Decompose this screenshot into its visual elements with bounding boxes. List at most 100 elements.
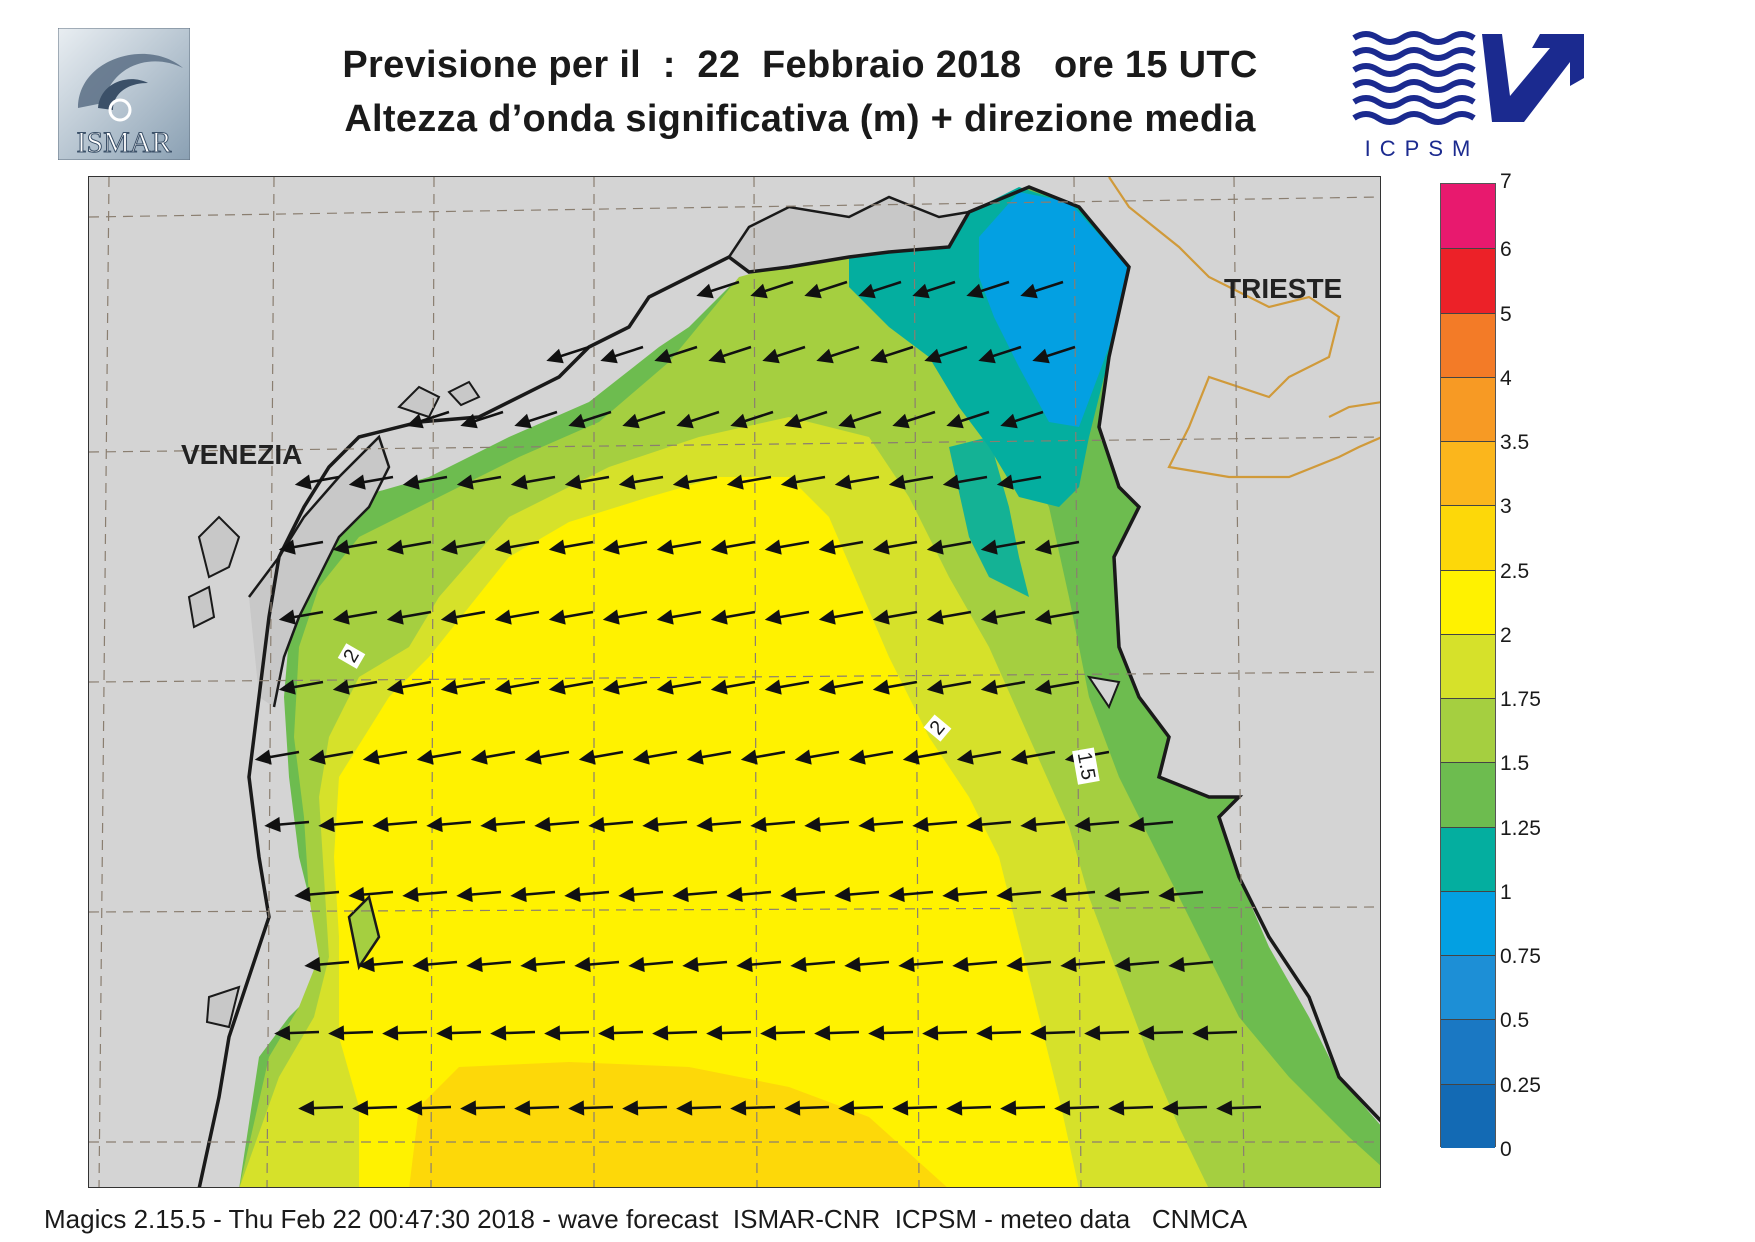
wave-arrow-head: [1020, 816, 1037, 833]
wave-arrow-head: [524, 749, 542, 765]
colorbar-segment: [1441, 633, 1495, 699]
wave-arrow-head: [942, 474, 960, 490]
wave-arrow-head: [708, 348, 726, 364]
wave-arrow-head: [858, 816, 875, 833]
wave-arrow-head: [460, 413, 478, 429]
wave-arrow-head: [304, 956, 321, 973]
colorbar-tick-label: 0.25: [1500, 1073, 1541, 1097]
wave-arrow-head: [980, 609, 998, 625]
wave-arrow-head: [1034, 679, 1052, 695]
colorbar-segment: [1441, 1019, 1495, 1084]
wave-arrow-head: [780, 886, 797, 903]
wave-arrow-head: [1006, 956, 1023, 973]
colorbar-tick-label: 5: [1500, 302, 1512, 326]
wave-arrow-head: [996, 474, 1014, 490]
wave-arrow-head: [726, 886, 743, 903]
wave-arrow-head: [278, 539, 296, 555]
wave-arrow-head: [922, 1025, 939, 1041]
wave-arrow-head: [784, 413, 802, 429]
wave-arrow-head: [544, 1025, 561, 1041]
wave-arrow-head: [764, 609, 782, 625]
wave-arrow-head: [386, 609, 404, 625]
wave-arrow-head: [1034, 609, 1052, 625]
wave-arrow-head: [980, 679, 998, 695]
wave-arrow-head: [838, 1100, 855, 1116]
wave-arrow-head: [578, 749, 596, 765]
colorbar-tick-label: 7: [1500, 170, 1512, 193]
colorbar-segment: [1441, 826, 1495, 891]
wave-arrow-head: [814, 1025, 831, 1041]
colorbar-tick-label: 0.5: [1500, 1009, 1530, 1033]
wave-arrow-head: [628, 956, 645, 973]
wave-arrow-head: [1010, 749, 1028, 765]
wave-arrow-head: [654, 348, 672, 364]
wave-arrow-head: [1108, 1100, 1125, 1116]
wave-arrow-head: [358, 956, 375, 973]
wave-arrow-head: [618, 474, 636, 490]
border-line: [1108, 177, 1380, 479]
wave-arrow-head: [602, 679, 620, 695]
wave-arrow-head: [402, 886, 419, 903]
wave-arrow-head: [1114, 956, 1131, 973]
wave-arrow-head: [588, 816, 605, 833]
wave-arrow-head: [888, 474, 906, 490]
city-label-venezia: VENEZIA: [181, 439, 303, 470]
colorbar-tick-label: 1.25: [1500, 816, 1541, 840]
wave-arrow-head: [976, 1025, 993, 1041]
wave-arrow-head: [710, 679, 728, 695]
wave-arrow-head: [564, 474, 582, 490]
colorbar-tick-label: 3.5: [1500, 431, 1530, 455]
wave-arrow-head: [676, 1100, 693, 1116]
wave-arrow-head: [308, 749, 326, 765]
wave-arrow-head: [1020, 283, 1038, 299]
wave-arrow-head: [406, 413, 424, 429]
colorbar-tick-label: 4: [1500, 366, 1512, 390]
wave-arrow-head: [332, 679, 350, 695]
wave-arrow-head: [622, 1100, 639, 1116]
wave-arrow-head: [1054, 1100, 1071, 1116]
wave-arrow-head: [348, 474, 366, 490]
wave-arrow-head: [804, 816, 821, 833]
wave-arrow-head: [632, 749, 650, 765]
wave-arrow-head: [264, 816, 281, 833]
wave-arrow-head: [656, 609, 674, 625]
title-line-2: Altezza d’onda significativa (m) + direz…: [344, 98, 1256, 140]
wave-arrow-head: [804, 283, 822, 299]
wave-arrow-head: [672, 886, 689, 903]
colorbar-segment: [1441, 376, 1495, 442]
colorbar-tick-label: 0: [1500, 1138, 1512, 1161]
wave-arrow-head: [416, 749, 434, 765]
wave-arrow-head: [780, 474, 798, 490]
wave-arrow-head: [568, 413, 586, 429]
wave-arrow-head: [736, 956, 753, 973]
wave-arrow-head: [332, 609, 350, 625]
wave-arrow-head: [706, 1025, 723, 1041]
title-line-1: Previsione per il : 22 Febbraio 2018 ore…: [342, 44, 1258, 86]
wave-arrow-head: [456, 886, 473, 903]
wave-arrow-head: [1060, 956, 1077, 973]
wave-arrow-head: [760, 1025, 777, 1041]
colorbar-segment: [1441, 698, 1495, 763]
colorbar-tick-label: 6: [1500, 238, 1512, 262]
wave-arrow-head: [494, 609, 512, 625]
wave-arrow-head: [672, 474, 690, 490]
wave-arrow-head: [1030, 1025, 1047, 1041]
colorbar-tick-label: 1: [1500, 880, 1512, 904]
colorbar-segment: [1441, 955, 1495, 1020]
wave-arrow-head: [696, 816, 713, 833]
wave-arrow-head: [600, 348, 618, 364]
wave-arrow-head: [426, 816, 443, 833]
wave-arrow-head: [892, 1100, 909, 1116]
wave-arrow-head: [274, 1025, 291, 1041]
wave-arrow-head: [1074, 816, 1091, 833]
wave-arrow-head: [844, 956, 861, 973]
wave-arrow-head: [912, 816, 929, 833]
wave-arrow-head: [926, 539, 944, 555]
wave-arrow-head: [966, 816, 983, 833]
wave-arrow-head: [1034, 539, 1052, 555]
wave-arrow-head: [494, 679, 512, 695]
wave-arrow-head: [332, 539, 350, 555]
wave-arrow-head: [436, 1025, 453, 1041]
colorbar-tick-label: 1.5: [1500, 752, 1530, 776]
wave-arrow-head: [602, 609, 620, 625]
